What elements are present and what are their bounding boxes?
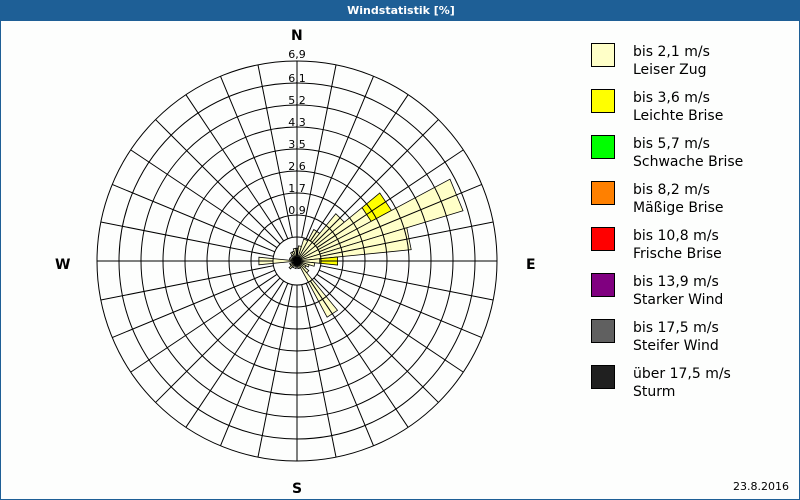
- legend-name: Starker Wind: [633, 292, 724, 308]
- legend-name: Schwache Brise: [633, 154, 744, 170]
- grid-spoke: [301, 64, 337, 238]
- ring-labels: 0,9 1,7 2,6 3,5 4,3 5,2 6,1 6,9: [288, 48, 306, 217]
- west-label: W: [55, 257, 71, 273]
- legend-range: bis 10,8 m/s: [633, 228, 719, 244]
- legend-name: Frische Brise: [633, 246, 722, 262]
- grid-spoke: [257, 284, 293, 458]
- legend-range: über 17,5 m/s: [633, 366, 731, 382]
- grid-spoke: [309, 280, 409, 428]
- ring-label: 5,2: [288, 94, 306, 107]
- grid-spoke: [313, 277, 439, 403]
- legend-swatch: [591, 365, 615, 389]
- legend-item: bis 5,7 m/s Schwache Brise: [591, 135, 791, 181]
- grid-spoke: [301, 284, 337, 458]
- legend-item: bis 2,1 m/s Leiser Zug: [591, 43, 791, 89]
- grid-spoke: [220, 76, 289, 240]
- legend-range: bis 17,5 m/s: [633, 320, 719, 336]
- grid-spoke: [316, 273, 464, 373]
- ring-label: 3,5: [288, 138, 306, 151]
- legend-range: bis 3,6 m/s: [633, 90, 710, 106]
- grid-spoke: [112, 269, 276, 338]
- grid-spoke: [100, 265, 274, 301]
- grid-spoke: [305, 282, 374, 446]
- grid-spoke: [318, 184, 482, 253]
- legend-swatch: [591, 181, 615, 205]
- legend-name: Leichte Brise: [633, 108, 724, 124]
- ring-label: 0,9: [288, 204, 306, 217]
- legend-name: Sturm: [633, 384, 676, 400]
- legend-swatch: [591, 273, 615, 297]
- legend-swatch: [591, 319, 615, 343]
- legend-swatch: [591, 135, 615, 159]
- polar-grid: [96, 60, 498, 462]
- grid-spoke: [318, 269, 482, 338]
- grid-spoke: [320, 221, 494, 257]
- legend-range: bis 5,7 m/s: [633, 136, 710, 152]
- legend-range: bis 2,1 m/s: [633, 44, 710, 60]
- legend-swatch: [591, 227, 615, 251]
- east-label: E: [526, 257, 536, 273]
- ring-label: 1,7: [288, 182, 306, 195]
- grid-spoke: [257, 64, 293, 238]
- grid-spoke: [316, 149, 464, 249]
- grid-spoke: [130, 273, 278, 373]
- grid-spoke: [220, 282, 289, 446]
- grid-spoke: [112, 184, 276, 253]
- grid-spoke: [100, 221, 274, 257]
- ring-label: 4,3: [288, 116, 306, 129]
- grid-spoke: [309, 94, 409, 242]
- legend-item: bis 17,5 m/s Steifer Wind: [591, 319, 791, 365]
- grid-spoke: [155, 119, 281, 245]
- legend-swatch: [591, 43, 615, 67]
- legend-item: über 17,5 m/s Sturm: [591, 365, 791, 411]
- legend-range: bis 13,9 m/s: [633, 274, 719, 290]
- ring-label: 2,6: [288, 160, 306, 173]
- south-label: S: [292, 481, 303, 497]
- grid-spoke: [185, 94, 285, 242]
- legend-name: Mäßige Brise: [633, 200, 724, 216]
- date-stamp: 23.8.2016: [733, 480, 789, 493]
- legend-item: bis 10,8 m/s Frische Brise: [591, 227, 791, 273]
- legend-swatch: [591, 89, 615, 113]
- legend-name: Steifer Wind: [633, 338, 719, 354]
- grid-spoke: [155, 277, 281, 403]
- legend-name: Leiser Zug: [633, 62, 707, 78]
- title-bar: Windstatistik [%]: [1, 1, 800, 21]
- ring-label: 6,9: [288, 48, 306, 61]
- north-label: N: [291, 28, 303, 44]
- legend-item: bis 13,9 m/s Starker Wind: [591, 273, 791, 319]
- grid-spoke: [320, 265, 494, 301]
- wind-rose: 0,9 1,7 2,6 3,5 4,3 5,2 6,1 6,9: [96, 48, 498, 462]
- legend-range: bis 8,2 m/s: [633, 182, 710, 198]
- ring-label: 6,1: [288, 72, 306, 85]
- grid-spoke: [185, 280, 285, 428]
- legend-item: bis 8,2 m/s Mäßige Brise: [591, 181, 791, 227]
- legend: bis 2,1 m/s Leiser Zug bis 3,6 m/s Leichte…: [591, 43, 791, 411]
- legend-item: bis 3,6 m/s Leichte Brise: [591, 89, 791, 135]
- grid-spoke: [130, 149, 278, 249]
- grid-spoke: [305, 76, 374, 240]
- grid-spoke: [313, 119, 439, 245]
- rose-petal: [292, 247, 298, 262]
